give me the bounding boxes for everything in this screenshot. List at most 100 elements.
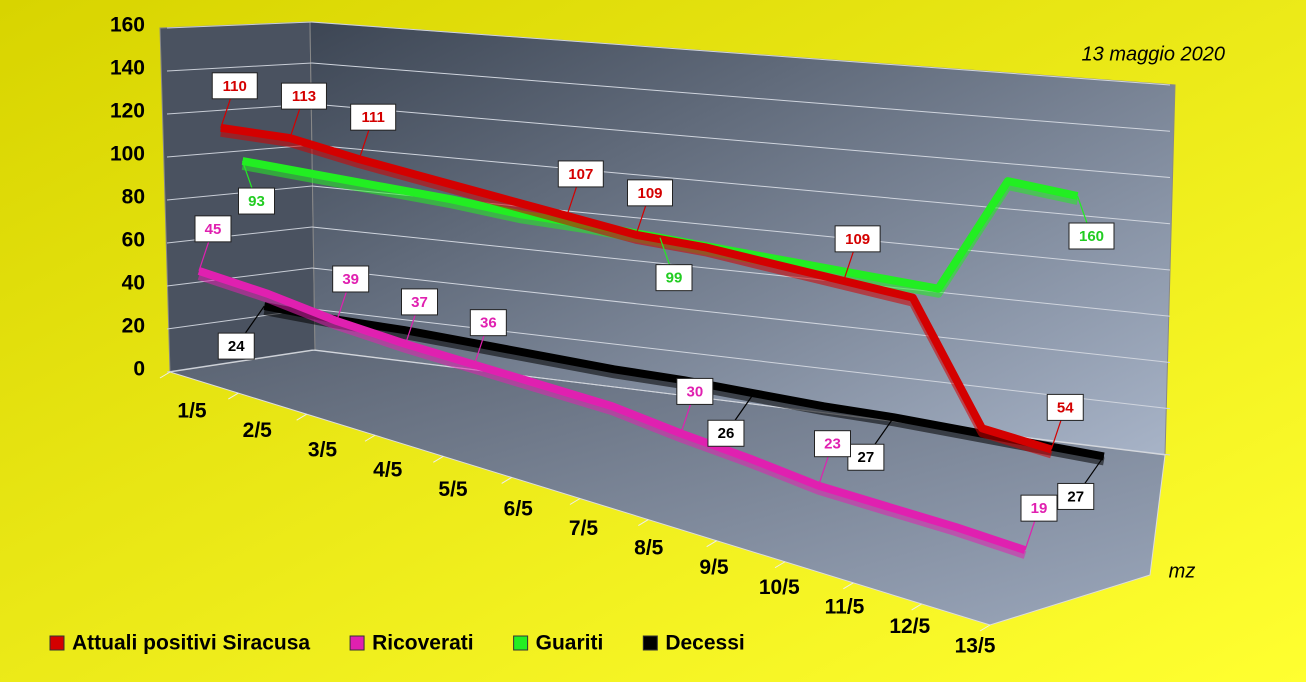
- data-label: 111: [361, 109, 384, 126]
- x-tick: [433, 455, 444, 463]
- x-tick-label: 3/5: [308, 439, 338, 462]
- grid-line: [311, 144, 1171, 225]
- legend-swatch: [49, 635, 65, 651]
- x-tick-label: 13/5: [955, 635, 996, 658]
- x-tick: [296, 413, 307, 421]
- data-label: 54: [1057, 399, 1074, 416]
- legend-label: Ricoverati: [372, 632, 474, 655]
- x-tick-label: 4/5: [373, 458, 403, 481]
- x-tick-label: 9/5: [699, 556, 729, 579]
- grid-line: [311, 21, 1171, 86]
- label-box: [557, 160, 604, 188]
- grid-line: [166, 62, 313, 72]
- x-tick-label: 1/5: [177, 400, 207, 423]
- x-tick-label: 5/5: [438, 478, 468, 501]
- data-label: 30: [686, 383, 703, 400]
- x-tick: [638, 519, 649, 527]
- x-tick-label: 11/5: [825, 595, 865, 618]
- y-tick-label: 80: [122, 186, 145, 209]
- label-box: [707, 419, 745, 447]
- series-line: [197, 267, 1027, 554]
- x-tick: [159, 371, 171, 379]
- data-label: 27: [858, 449, 875, 466]
- data-label: 93: [248, 193, 265, 210]
- label-box: [211, 72, 258, 100]
- label-box: [847, 443, 885, 471]
- x-tick: [843, 582, 854, 590]
- x-tick-label: 10/5: [759, 576, 800, 599]
- y-tick-label: 40: [122, 272, 145, 295]
- data-label: 160: [1079, 228, 1104, 245]
- label-box: [469, 309, 507, 337]
- legend-label: Decessi: [665, 632, 744, 655]
- x-tick: [979, 624, 991, 632]
- grid-line: [166, 144, 313, 158]
- grid-line: [311, 267, 1171, 363]
- label-box: [401, 288, 438, 316]
- x-tick-label: 7/5: [569, 517, 599, 540]
- data-label: 27: [1067, 488, 1084, 505]
- label-box: [238, 187, 275, 215]
- label-box: [1068, 222, 1115, 250]
- label-box: [350, 103, 397, 131]
- grid-line: [311, 103, 1171, 178]
- label-box: [332, 265, 370, 293]
- data-label: 37: [411, 294, 428, 311]
- data-label: 45: [205, 221, 222, 238]
- depth-label: mz: [1169, 560, 1196, 582]
- data-label: 109: [637, 185, 662, 202]
- x-tick: [569, 498, 581, 505]
- data-label: 109: [845, 231, 870, 248]
- data-label: 110: [223, 78, 247, 95]
- x-tick: [228, 392, 239, 400]
- y-tick-label: 100: [110, 143, 145, 166]
- grid-line: [166, 267, 313, 287]
- x-tick: [364, 434, 376, 442]
- grid-line: [166, 226, 313, 244]
- y-tick-label: 60: [122, 229, 145, 252]
- y-tick-label: 140: [110, 57, 145, 80]
- label-box: [834, 225, 881, 253]
- y-tick-label: 120: [110, 100, 145, 123]
- data-label: 113: [292, 88, 316, 105]
- grid-line: [311, 308, 1171, 410]
- x-tick-label: 2/5: [243, 419, 273, 442]
- legend-label: Attuali positivi Siracusa: [72, 632, 310, 655]
- line-shadow: [197, 272, 1027, 559]
- label-box: [1057, 482, 1095, 510]
- data-label: 99: [666, 270, 683, 287]
- y-tick-label: 0: [133, 358, 145, 381]
- label-box: [194, 215, 232, 243]
- label-box: [280, 82, 327, 110]
- x-tick: [911, 603, 922, 611]
- grid-line: [311, 226, 1171, 317]
- x-tick: [501, 476, 512, 484]
- label-box: [627, 179, 673, 207]
- x-tick: [706, 540, 717, 548]
- x-tick-label: 12/5: [889, 615, 930, 638]
- grid-line: [166, 21, 313, 29]
- data-label: 26: [718, 425, 735, 442]
- data-label: 19: [1031, 500, 1048, 517]
- x-tick-label: 8/5: [634, 537, 664, 560]
- x-tick: [774, 561, 786, 569]
- data-label: 39: [342, 271, 359, 288]
- label-box: [655, 264, 693, 292]
- data-label: 24: [228, 338, 245, 355]
- data-label: 36: [480, 315, 497, 332]
- label-box: [814, 430, 851, 458]
- legend-swatch: [642, 635, 658, 651]
- label-box: [1046, 393, 1084, 421]
- legend-label: Guariti: [536, 632, 604, 655]
- label-box: [676, 377, 714, 405]
- y-tick-label: 20: [122, 315, 145, 338]
- legend-swatch: [349, 635, 365, 651]
- grid-line: [166, 349, 313, 373]
- y-tick-label: 160: [110, 14, 145, 37]
- grid-line: [311, 62, 1171, 132]
- data-label: 23: [824, 436, 841, 453]
- label-box: [1020, 494, 1058, 522]
- x-tick-label: 6/5: [504, 497, 534, 520]
